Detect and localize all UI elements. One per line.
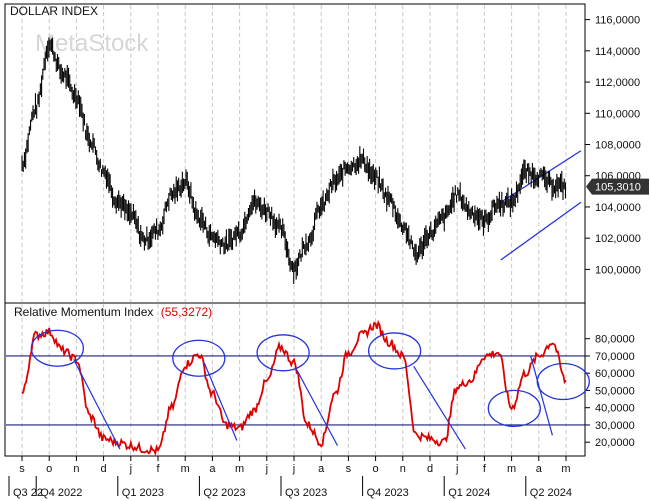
indicator-y-tick-label: 50,0000 [595, 385, 635, 397]
quarter-label: Q2 2024 [530, 487, 572, 499]
price-y-tick-label: 110,0000 [595, 108, 640, 120]
month-label: m [181, 463, 190, 475]
indicator-trend-line [413, 365, 466, 450]
price-y-tick-label: 112,0000 [595, 77, 640, 89]
indicator-trend-line [203, 362, 238, 441]
month-label: a [318, 463, 325, 475]
peak-circle [172, 339, 226, 377]
indicator-y-tick-label: 60,0000 [595, 368, 635, 380]
indicator-current-value: (55,3272) [161, 305, 212, 319]
price-y-tick-label: 108,0000 [595, 140, 641, 152]
peak-circle [487, 389, 541, 428]
indicator-y-tick-label: 30,0000 [595, 420, 635, 432]
month-label: n [73, 463, 79, 475]
indicator-annotations [30, 329, 590, 450]
indicator-title: Relative Momentum Index [14, 305, 153, 319]
month-label: o [46, 463, 52, 475]
month-label: j [455, 463, 458, 475]
indicator-trend-line [530, 355, 553, 436]
peak-circle [536, 362, 590, 401]
indicator-trend-line [73, 359, 121, 450]
month-label: o [373, 463, 379, 475]
price-title: DOLLAR INDEX [10, 4, 98, 18]
channel-line [500, 150, 582, 203]
peak-circle [256, 334, 310, 372]
price-y-tick-label: 114,0000 [595, 46, 640, 58]
quarter-label: Q1 2023 [122, 487, 164, 499]
indicator-y-tick-label: 20,0000 [595, 437, 635, 449]
month-label: a [209, 463, 216, 475]
month-label: j [129, 463, 132, 475]
last-value-marker: 105,3010 [586, 178, 649, 195]
peak-circle [30, 329, 85, 367]
price-y-axis: 100,0000102,0000104,0000106,0000108,0000… [585, 15, 641, 276]
month-label: m [235, 463, 244, 475]
month-label: a [536, 463, 543, 475]
month-label: f [483, 463, 487, 475]
quarter-label: Q3 22 [13, 487, 43, 499]
price-grid [21, 5, 567, 302]
price-series [21, 37, 567, 284]
indicator-panel-frame [4, 302, 586, 457]
quarter-label: Q2 2023 [203, 487, 245, 499]
month-label: d [101, 463, 107, 475]
indicator-title-group: Relative Momentum Index (55,3272) [14, 305, 212, 319]
month-label: m [561, 463, 570, 475]
price-channel [500, 150, 582, 261]
indicator-y-axis: 20,0000 30,0000 40,0000 50,0000 60,0000 70,00… [585, 334, 635, 449]
indicator-y-tick-label: 40,0000 [595, 403, 635, 415]
peak-circle [367, 332, 422, 370]
quarter-label: Q4 2022 [40, 487, 82, 499]
indicator-y-tick-label: 70,0000 [595, 351, 635, 363]
channel-line [500, 201, 582, 261]
month-label: n [400, 463, 406, 475]
month-label: j [265, 463, 268, 475]
indicator-series [21, 319, 567, 456]
month-label: f [156, 463, 160, 475]
indicator-y-tick-label: 80,0000 [595, 334, 635, 346]
month-label: s [346, 463, 352, 475]
quarter-label: Q3 2023 [285, 487, 327, 499]
month-label: s [19, 463, 25, 475]
month-label: d [427, 463, 433, 475]
price-y-tick-label: 116,0000 [595, 15, 640, 27]
last-value-box [586, 178, 649, 195]
price-y-tick-label: 102,0000 [595, 233, 641, 245]
price-y-tick-label: 100,0000 [595, 264, 641, 276]
indicator-line [21, 319, 567, 456]
quarter-label: Q4 2023 [367, 487, 409, 499]
indicator-trend-line [296, 369, 339, 446]
last-value-label: 105,3010 [595, 182, 641, 194]
month-label: j [292, 463, 295, 475]
price-y-tick-label: 104,0000 [595, 202, 641, 214]
quarter-label: Q1 2024 [448, 487, 490, 499]
indicator-grid [21, 304, 567, 455]
month-label: m [507, 463, 516, 475]
